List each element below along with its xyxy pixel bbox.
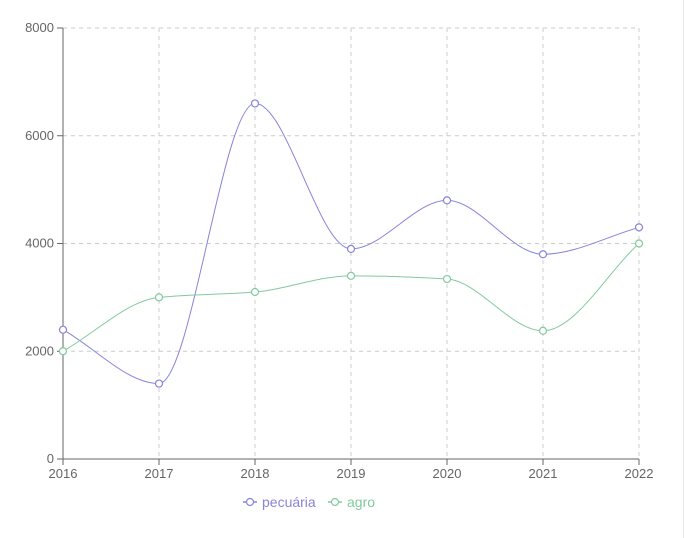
grid	[63, 27, 640, 459]
y-tick-label: 6000	[25, 128, 54, 143]
data-point[interactable]	[538, 250, 548, 259]
axes: 0 2000 4000 6000 8000 2016 2017 2018 2019 2020 202…	[25, 20, 653, 481]
data-point[interactable]	[634, 223, 644, 232]
data-point[interactable]	[154, 293, 164, 302]
x-tick-label: 2017	[145, 466, 174, 481]
data-point[interactable]	[634, 239, 644, 248]
legend-label: agro	[347, 494, 375, 510]
data-point[interactable]	[154, 379, 164, 388]
data-point[interactable]	[442, 274, 452, 284]
x-tick-label: 2016	[49, 466, 78, 481]
y-tick-label: 0	[47, 451, 54, 466]
data-point[interactable]	[58, 347, 68, 356]
x-tick-label: 2018	[241, 466, 270, 481]
legend-item-0[interactable]: pecuária	[243, 494, 316, 510]
legend[interactable]: pecuária agro	[243, 494, 375, 510]
x-tick-label: 2019	[337, 466, 366, 481]
data-point[interactable]	[538, 326, 548, 335]
data-point[interactable]	[250, 99, 260, 108]
y-tick-label: 8000	[25, 20, 54, 35]
x-tick-label: 2020	[433, 466, 462, 481]
x-tick-label: 2021	[529, 466, 558, 481]
y-tick-label: 2000	[25, 343, 54, 358]
legend-marker-icon	[330, 497, 340, 507]
y-tick-label: 4000	[25, 236, 54, 251]
x-tick-label: 2022	[625, 466, 654, 481]
data-point[interactable]	[346, 244, 356, 253]
legend-marker-icon	[245, 497, 255, 507]
data-point[interactable]	[346, 271, 356, 280]
data-point[interactable]	[250, 287, 260, 297]
series-layer	[58, 99, 644, 388]
data-point[interactable]	[442, 196, 452, 205]
panel-divider	[683, 0, 684, 538]
series-line-0	[62, 102, 640, 385]
legend-item-1[interactable]: agro	[328, 494, 375, 510]
data-point[interactable]	[58, 325, 68, 334]
legend-label: pecuária	[262, 494, 316, 510]
